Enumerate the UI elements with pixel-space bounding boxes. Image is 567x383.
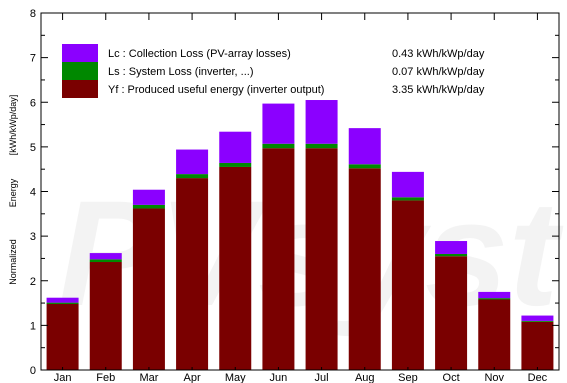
x-tick-label-jun: Jun (270, 372, 288, 383)
legend-label-yf: Yf : Produced useful energy (inverter ou… (108, 84, 324, 96)
bar-lc-mar (132, 189, 165, 205)
legend-swatch-lc (62, 44, 98, 62)
y-tick-label: 6 (30, 97, 36, 109)
y-tick-label: 7 (30, 53, 36, 65)
bar-ls-mar (132, 204, 165, 209)
legend: Lc : Collection Loss (PV-array losses) L… (62, 44, 485, 98)
legend-label-lc: Lc : Collection Loss (PV-array losses) (108, 48, 291, 60)
y-tick-label: 8 (30, 8, 36, 20)
bar-ls-feb (89, 259, 122, 263)
bar-lc-dec (521, 315, 554, 321)
bar-ls-aug (348, 164, 381, 169)
bar-ls-sep (391, 197, 424, 201)
y-tick-label: 0 (30, 365, 36, 377)
bar-lc-oct (435, 241, 468, 254)
y-tick-label: 3 (30, 231, 36, 243)
x-tick-label-apr: Apr (184, 372, 201, 383)
y-tick-label: 1 (30, 320, 36, 332)
x-tick-label-may: May (225, 372, 246, 383)
bar-ls-jan (46, 302, 79, 304)
legend-value-ls: 0.07 kWh/kWp/day (392, 66, 485, 78)
legend-value-yf: 3.35 kWh/kWp/day (392, 84, 485, 96)
bar-ls-jun (262, 143, 295, 149)
y-axis-title-line-3: [kWh/kWp/day] (8, 95, 18, 156)
x-tick-label-jul: Jul (315, 372, 329, 383)
x-tick-label-sep: Sep (398, 372, 418, 383)
bar-yf-may (219, 166, 252, 370)
x-axis: Jan Feb Mar Apr May Jun Jul Aug Sep Oct Nov Dec (54, 13, 548, 383)
bar-lc-aug (348, 128, 381, 165)
legend-value-lc: 0.43 kWh/kWp/day (392, 48, 485, 60)
bar-yf-oct (435, 256, 468, 370)
x-tick-label-aug: Aug (355, 372, 375, 383)
bar-ls-oct (435, 253, 468, 257)
x-tick-label-nov: Nov (484, 372, 504, 383)
y-tick-label: 5 (30, 142, 36, 154)
legend-label-ls: Ls : System Loss (inverter, ...) (108, 66, 254, 78)
bar-ls-may (219, 162, 252, 167)
bar-yf-apr (176, 178, 209, 370)
bar-yf-aug (348, 168, 381, 370)
bar-yf-sep (391, 200, 424, 370)
bar-yf-jan (46, 303, 79, 370)
bars-group (46, 100, 554, 370)
y-axis-title-line-1: Normalized (8, 239, 18, 285)
legend-swatch-ls (62, 62, 98, 80)
x-tick-label-oct: Oct (443, 372, 460, 383)
y-tick-label: 4 (30, 187, 36, 199)
bar-lc-jun (262, 103, 295, 144)
bar-yf-feb (89, 262, 122, 370)
bar-yf-jul (305, 148, 338, 370)
bar-lc-jul (305, 100, 338, 144)
bar-yf-jun (262, 148, 295, 370)
y-axis-title: Normalized Energy [kWh/kWp/day] (8, 95, 18, 285)
x-tick-label-dec: Dec (528, 372, 548, 383)
bar-lc-sep (391, 171, 424, 198)
bar-ls-dec (521, 320, 554, 322)
y-axis-title-line-2: Energy (8, 178, 18, 207)
x-tick-label-feb: Feb (96, 372, 115, 383)
x-tick-label-mar: Mar (139, 372, 158, 383)
y-axis: 0 1 2 3 4 5 6 7 8 (30, 8, 559, 377)
bar-lc-jan (46, 297, 79, 303)
bar-ls-apr (176, 174, 209, 179)
legend-swatch-yf (62, 80, 98, 98)
bar-lc-may (219, 131, 252, 163)
y-tick-label: 2 (30, 276, 36, 288)
bar-lc-nov (478, 291, 511, 299)
bar-yf-mar (132, 208, 165, 370)
bar-yf-nov (478, 299, 511, 370)
x-tick-label-jan: Jan (54, 372, 72, 383)
bar-yf-dec (521, 321, 554, 370)
bar-lc-apr (176, 149, 209, 175)
bar-ls-jul (305, 143, 338, 149)
bar-ls-nov (478, 298, 511, 300)
bar-lc-feb (89, 253, 122, 260)
